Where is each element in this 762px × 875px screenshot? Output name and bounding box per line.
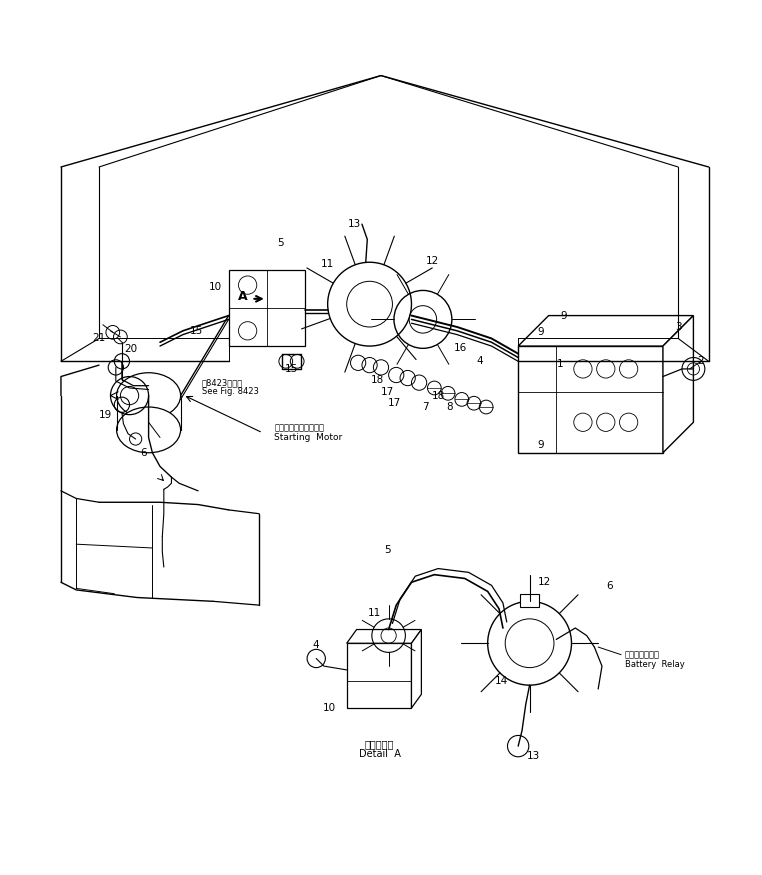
Text: 3: 3: [675, 322, 681, 332]
Text: 1: 1: [557, 360, 563, 369]
Text: Detail  A: Detail A: [359, 749, 400, 759]
Text: 17: 17: [388, 398, 402, 409]
Text: 9: 9: [538, 327, 544, 338]
Polygon shape: [518, 316, 693, 346]
Polygon shape: [347, 643, 411, 708]
Text: Battery  Relay: Battery Relay: [625, 660, 684, 669]
Text: バッテリリレー: バッテリリレー: [625, 650, 660, 659]
Text: 7: 7: [422, 402, 428, 412]
Text: 4: 4: [477, 356, 483, 367]
Polygon shape: [518, 346, 663, 452]
Text: 10: 10: [209, 282, 223, 291]
Text: 8: 8: [447, 402, 453, 412]
Text: See Fig. 8423: See Fig. 8423: [202, 388, 259, 396]
Text: 13: 13: [527, 751, 540, 761]
Text: 6: 6: [607, 581, 613, 592]
Text: 12: 12: [425, 255, 439, 266]
Text: 20: 20: [124, 344, 138, 354]
Text: 18: 18: [431, 390, 445, 401]
Polygon shape: [347, 629, 421, 643]
Text: 5: 5: [384, 545, 390, 556]
Text: 10: 10: [322, 703, 336, 713]
Ellipse shape: [117, 407, 181, 452]
Polygon shape: [663, 316, 693, 452]
Text: 16: 16: [453, 343, 467, 353]
Text: 18: 18: [370, 375, 384, 385]
Text: 9: 9: [538, 440, 544, 450]
Text: 13: 13: [347, 219, 361, 229]
Text: 14: 14: [495, 676, 508, 686]
Text: 19: 19: [98, 410, 112, 420]
Text: 2: 2: [698, 356, 704, 367]
Text: 9: 9: [561, 311, 567, 320]
Text: 第8423図参照: 第8423図参照: [202, 378, 243, 387]
Text: 11: 11: [368, 608, 382, 618]
Text: 12: 12: [538, 578, 552, 587]
Ellipse shape: [117, 373, 181, 418]
Text: 5: 5: [277, 238, 283, 248]
Text: 17: 17: [380, 387, 394, 396]
Text: 15: 15: [284, 364, 298, 374]
Text: 4: 4: [313, 640, 319, 650]
Text: 6: 6: [140, 448, 146, 458]
Text: 15: 15: [190, 326, 203, 336]
Text: 11: 11: [321, 259, 335, 269]
Text: Starting  Motor: Starting Motor: [274, 433, 343, 442]
Polygon shape: [229, 270, 305, 346]
Text: スターティングモータ: スターティングモータ: [274, 424, 325, 433]
Polygon shape: [411, 629, 421, 708]
Text: Ａ　詳　図: Ａ 詳 図: [365, 738, 394, 749]
Text: A: A: [238, 290, 247, 303]
Text: 21: 21: [92, 333, 106, 344]
Polygon shape: [520, 594, 539, 606]
